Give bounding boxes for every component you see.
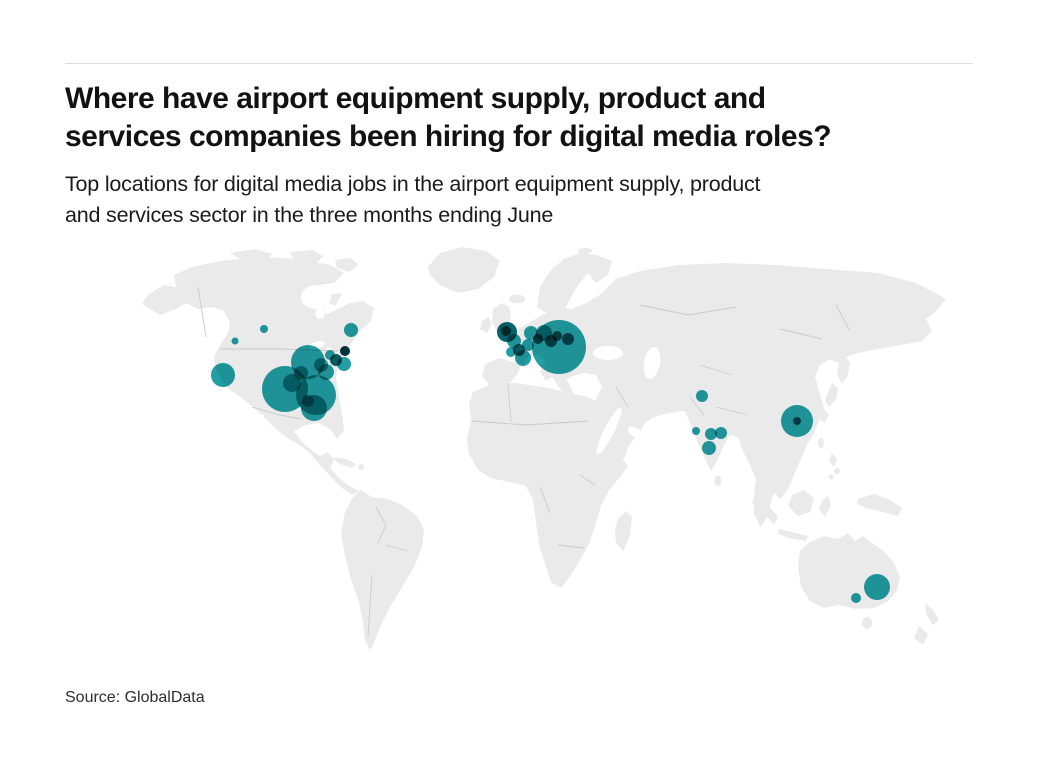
bubble-na-15[interactable] [325,350,335,360]
bubble-as-7[interactable] [793,417,801,425]
bubble-as-1[interactable] [696,390,708,402]
bubble-as-3[interactable] [705,428,717,440]
bubble-eu-6[interactable] [506,347,516,357]
bubble-as-4[interactable] [715,427,727,439]
sea [248,414,264,436]
country-borders [835,304,851,332]
sea [593,346,623,360]
landmass [560,398,566,404]
country-borders [699,364,733,376]
chart-subtitle: Top locations for digital media jobs in … [65,169,995,231]
bubble-au-2[interactable] [851,593,861,603]
landmass [818,409,829,423]
country-borders [197,286,207,338]
bubble-eu-13[interactable] [552,331,562,341]
chart-title: Where have airport equipment supply, pro… [65,80,995,156]
landmass [828,474,834,480]
sea [643,347,661,379]
country-borders [539,486,551,514]
landmass [778,529,808,541]
landmass [335,258,358,272]
country-borders [639,304,737,316]
landmass [509,294,525,304]
bubble-na-4[interactable] [211,363,235,387]
sea [596,407,622,455]
bubble-na-9[interactable] [294,366,308,380]
top-divider [65,63,973,64]
bubble-na-3[interactable] [344,323,358,337]
chart-subtitle-line: and services sector in the three months … [65,203,554,227]
landmass [480,317,492,333]
bubble-na-8[interactable] [283,374,301,392]
bubble-na-2[interactable] [260,325,268,333]
chart-title-line: Where have airport equipment supply, pro… [65,82,766,115]
country-borders [251,406,302,420]
chart-subtitle-line: Top locations for digital media jobs in … [65,172,761,196]
world-bubble-map [80,245,960,680]
sea [315,307,325,319]
landmass [829,453,837,467]
landmass [825,383,838,407]
landmass [925,603,939,625]
landmass [467,383,628,588]
bubble-eu-9[interactable] [533,334,543,344]
bubble-eu-2[interactable] [501,326,511,336]
landmass [798,533,900,609]
landmass [482,263,946,527]
landmass [752,495,778,524]
landmass [615,511,632,551]
country-borders [471,420,589,426]
country-borders [615,386,629,408]
sea [569,295,591,307]
bubble-eu-7[interactable] [522,339,534,351]
landmass [578,248,592,254]
landmass [537,253,612,315]
world-map-canvas [142,247,946,650]
country-borders [715,406,749,416]
bubble-as-2[interactable] [692,427,700,435]
landmass [428,247,500,293]
country-borders [779,328,823,340]
landmass [290,250,323,264]
country-borders [689,396,705,416]
bubble-na-1[interactable] [231,337,239,345]
landmass [818,438,824,448]
landmass [862,617,872,629]
landmass [332,457,356,468]
country-borders [557,544,585,549]
bubble-eu-14[interactable] [562,333,574,345]
landmass [341,490,424,650]
sea [628,426,644,440]
country-borders [367,574,373,638]
bubble-eu-4[interactable] [513,344,525,356]
landmass [358,464,364,470]
landmass [819,496,831,517]
source-label: Source: GlobalData [65,689,205,706]
country-borders [579,474,596,486]
sea [326,347,332,351]
bubble-na-12[interactable] [340,346,350,356]
landmass [857,494,902,516]
chart-title-line: services companies been hiring for digit… [65,120,832,153]
bubble-au-1[interactable] [864,574,890,600]
country-borders [385,544,409,552]
bubble-na-11[interactable] [302,395,314,407]
bubble-na-16[interactable] [314,358,328,372]
sea [301,285,331,309]
landmass [714,475,722,487]
bubble-as-5[interactable] [702,441,716,455]
landmass [230,249,272,262]
country-borders [375,506,387,544]
landmass [788,490,814,516]
landmass [914,626,928,645]
country-borders [507,384,512,423]
landmass [834,468,840,474]
